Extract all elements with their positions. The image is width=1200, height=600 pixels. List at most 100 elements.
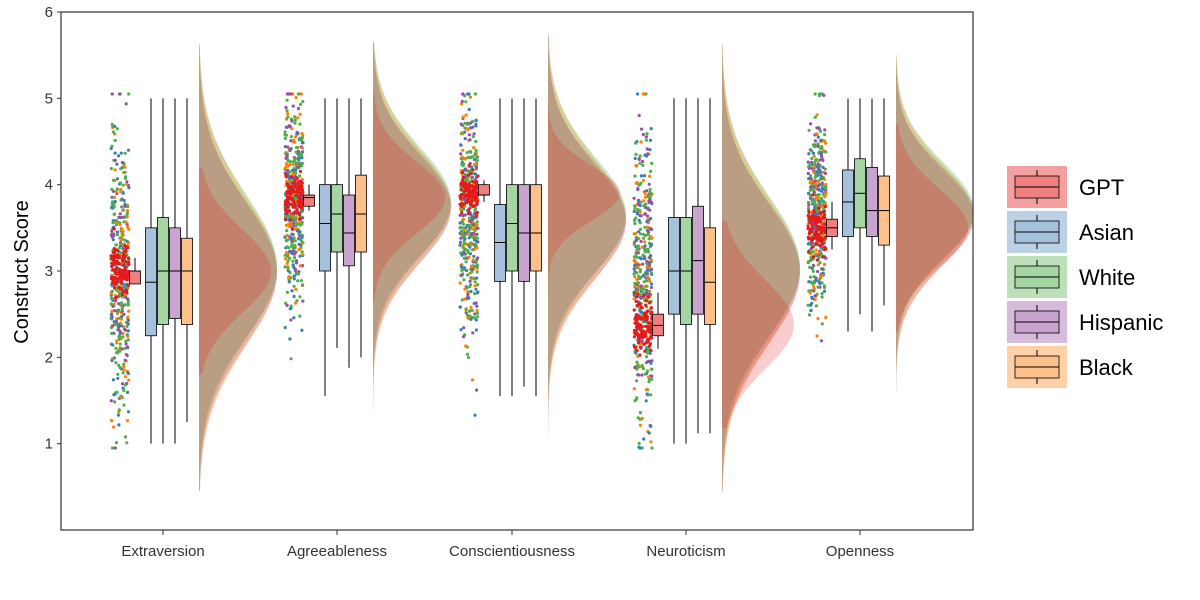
jitter-point <box>285 154 289 158</box>
jitter-point <box>820 181 824 185</box>
jitter-point <box>118 342 122 346</box>
jitter-point <box>813 294 817 298</box>
jitter-point <box>126 315 130 319</box>
jitter-point <box>467 107 471 111</box>
jitter-point <box>123 358 127 362</box>
gpt-jitter-point <box>296 211 300 215</box>
jitter-point <box>292 277 296 281</box>
jitter-point <box>119 324 123 328</box>
jitter-point <box>472 158 476 162</box>
jitter-point <box>638 256 642 260</box>
density-cloud <box>373 42 451 460</box>
gpt-jitter-point <box>821 216 825 220</box>
jitter-point <box>471 125 475 129</box>
jitter-point <box>806 200 811 205</box>
jitter-point <box>641 132 645 137</box>
jitter-point <box>469 317 473 321</box>
box-body <box>303 194 315 207</box>
jitter-point <box>639 214 643 218</box>
gpt-jitter-point <box>460 211 464 215</box>
jitter-point <box>649 393 653 397</box>
jitter-point <box>638 270 643 274</box>
jitter-point <box>645 147 649 151</box>
jitter-point <box>121 371 125 375</box>
jitter-point <box>299 243 303 247</box>
gpt-jitter-point <box>635 348 639 353</box>
jitter-point <box>814 304 819 308</box>
jitter-point <box>470 175 474 179</box>
jitter-point <box>463 157 467 161</box>
jitter-point <box>286 168 290 172</box>
jitter-point <box>294 261 299 265</box>
jitter-point <box>473 92 477 96</box>
gpt-jitter-point <box>290 188 294 192</box>
jitter-point <box>817 255 821 259</box>
jitter-point <box>298 295 302 299</box>
gpt-jitter-point <box>466 200 470 204</box>
jitter-point <box>822 285 827 290</box>
jitter-point <box>113 322 117 326</box>
gpt-jitter-point <box>635 313 639 317</box>
jitter-point <box>285 98 289 102</box>
jitter-point <box>461 115 465 119</box>
jitter-point <box>118 334 122 338</box>
jitter-point <box>474 223 478 227</box>
jitter-point <box>295 299 299 303</box>
jitter-point <box>294 268 298 272</box>
jitter-point <box>289 244 294 248</box>
jitter-point <box>817 250 821 254</box>
jitter-point <box>640 417 644 421</box>
jitter-point <box>816 184 821 188</box>
jitter-point <box>117 423 121 427</box>
gpt-jitter-point <box>816 258 820 262</box>
jitter-point <box>123 375 128 379</box>
y-tick-label: 2 <box>45 349 53 366</box>
jitter-point <box>297 221 301 225</box>
legend-item-white: White <box>1007 256 1135 298</box>
jitter-point <box>110 315 114 319</box>
jitter-point <box>466 128 470 132</box>
jitter-point <box>641 178 646 183</box>
jitter-point <box>820 189 824 193</box>
jitter-point <box>126 410 131 414</box>
jitter-point <box>124 295 128 299</box>
density-cloud <box>896 55 973 392</box>
jitter-point <box>124 220 128 224</box>
jitter-point <box>301 283 305 287</box>
box-hispanic-openness <box>866 98 878 332</box>
jitter-point <box>461 226 465 230</box>
jitter-point <box>122 198 126 203</box>
gpt-jitter-point <box>300 187 304 191</box>
jitter-point <box>473 312 477 316</box>
jitter-point <box>110 144 114 148</box>
jitter-point <box>463 137 467 141</box>
jitter-point <box>463 231 467 235</box>
gpt-jitter-point <box>807 211 811 215</box>
jitter-point <box>125 215 129 219</box>
jitter-point <box>110 187 114 191</box>
jitter-point <box>294 219 298 223</box>
jitter-point <box>468 285 472 289</box>
gpt-jitter-point <box>113 272 117 276</box>
density-cloud <box>548 33 626 454</box>
jitter-point <box>111 238 115 242</box>
gpt-jitter-point <box>466 212 471 216</box>
jitter-point <box>292 316 296 320</box>
jitter-point <box>122 388 126 392</box>
jitter-point <box>474 260 478 264</box>
gpt-jitter-point <box>810 223 814 227</box>
jitter-point <box>810 149 814 153</box>
jitter-point <box>297 237 301 241</box>
jitter-point <box>812 165 816 169</box>
gpt-jitter-point <box>290 197 295 201</box>
jitter-point <box>641 262 645 266</box>
jitter-point <box>472 265 477 269</box>
jitter-point <box>121 386 125 390</box>
jitter-point <box>298 234 302 238</box>
jitter-point <box>126 301 130 305</box>
jitter-point <box>820 322 824 326</box>
gpt-jitter-point <box>632 308 636 312</box>
jitter-point <box>823 171 828 175</box>
jitter-point <box>812 281 816 285</box>
gpt-jitter-point <box>111 281 115 285</box>
